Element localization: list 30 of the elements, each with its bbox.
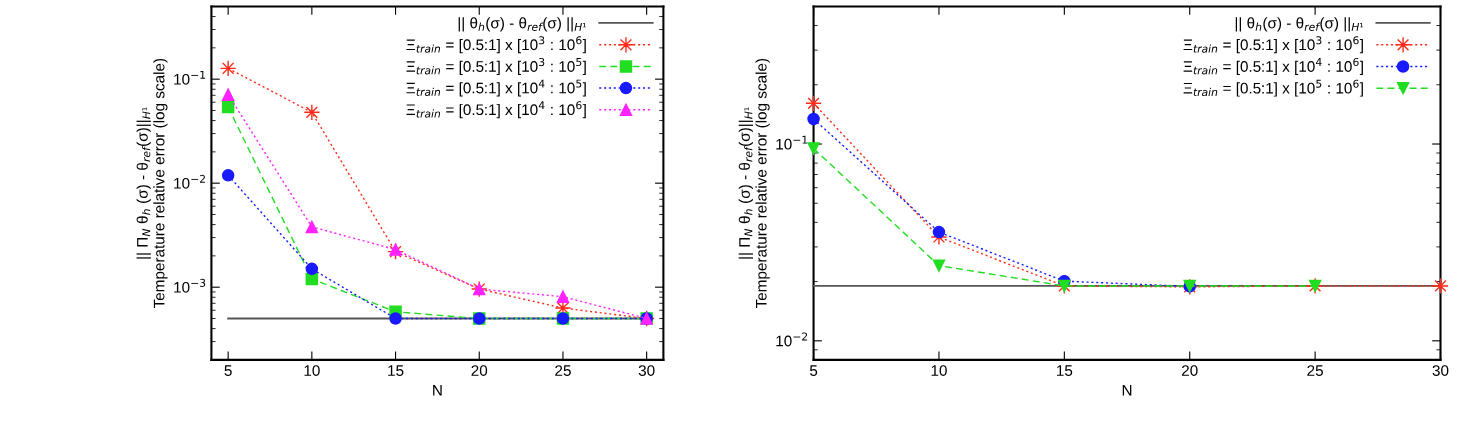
x-tick-label: 25: [1307, 365, 1323, 376]
x-tick-label: 30: [638, 365, 655, 376]
legend-label: Ξ$_{train}$ = [0.5:1] x [10$^{4}$ : 10$^{6}$]: [406, 101, 586, 119]
y-tick-label: 10$^{−3}$: [174, 278, 206, 293]
legend-label: || θ$_{h}$(σ) - θ$_{ref}$(σ) ||$_{H¹}$: [1235, 17, 1364, 32]
x-tick-label: 25: [555, 365, 571, 376]
x-tick-label: 20: [1182, 365, 1198, 376]
x-tick-label: 10: [931, 365, 947, 376]
legend-label: Ξ$_{train}$ = [0.5:1] x [10$^{3}$ : 10$^{5}$]: [406, 57, 586, 75]
legend-label: Ξ$_{train}$ = [0.5:1] x [10$^{3}$ : 10$^{6}$]: [406, 36, 586, 54]
legend-label: || θ$_{h}$(σ) - θ$_{ref}$(σ) ||$_{H¹}$: [458, 17, 586, 32]
x-tick-label: 5: [224, 365, 232, 376]
y-tick-label: 10$^{−1}$: [174, 70, 206, 85]
x-tick-label: 5: [809, 365, 818, 376]
x-tick-label: 10: [304, 365, 320, 376]
x-tick-label: 30: [1432, 365, 1449, 376]
legend-label: Ξ$_{train}$ = [0.5:1] x [10$^{4}$ : 10$^{5}$]: [406, 79, 586, 97]
legend-label: Ξ$_{train}$ = [0.5:1] x [10$^{4}$ : 10$^{6}$]: [1183, 57, 1363, 75]
x-axis-title: N: [433, 385, 442, 396]
x-tick-label: 15: [388, 365, 404, 376]
legend-label: Ξ$_{train}$ = [0.5:1] x [10$^{5}$ : 10$^{6}$]: [1183, 79, 1363, 97]
y-tick-label: 10$^{−2}$: [174, 174, 205, 189]
y-tick-label: 10$^{−1}$: [776, 135, 808, 150]
x-axis-title: N: [1122, 385, 1132, 396]
x-tick-label: 15: [1057, 365, 1073, 376]
y-tick-label: 10$^{−2}$: [776, 332, 808, 347]
x-tick-label: 20: [471, 365, 488, 376]
text: || Π$_{N}$ θ$_{h}$ (σ) - θ$_{ref}$(σ)||$_{H¹}$ Temperature relative error (log scale): [738, 58, 770, 309]
text: || Π$_{N}$ θ$_{h}$ (σ) - θ$_{ref}$(σ)||$_{H¹}$ Temperature relative error (log scale): [136, 58, 168, 309]
legend-label: Ξ$_{train}$ = [0.5:1] x [10$^{3}$ : 10$^{6}$]: [1183, 36, 1363, 54]
